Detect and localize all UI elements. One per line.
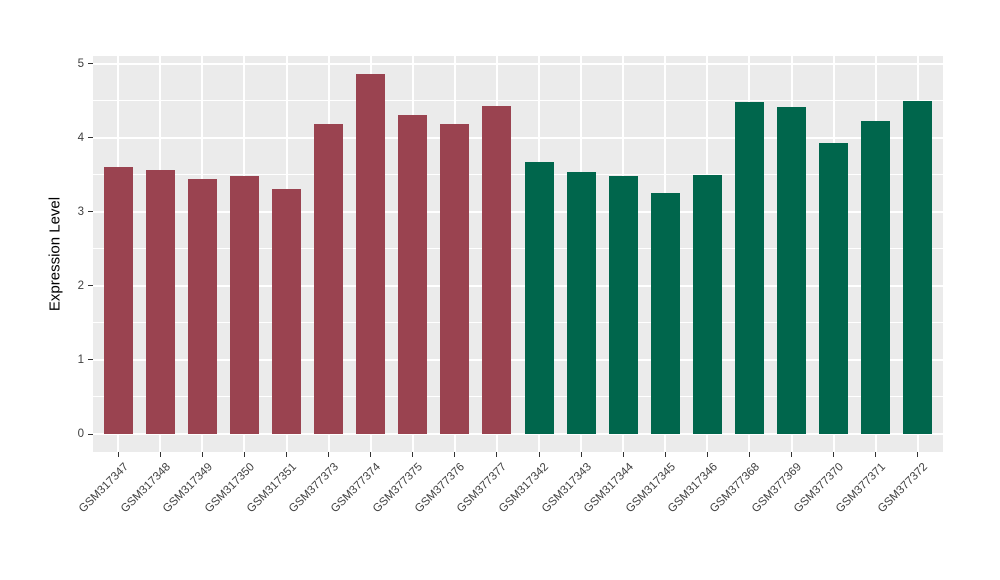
bar-GSM377374	[356, 74, 385, 434]
minor-gridline	[93, 248, 943, 250]
major-gridline	[93, 358, 943, 361]
plot-panel	[93, 56, 943, 452]
major-gridline	[93, 210, 943, 213]
x-tick-mark	[748, 452, 750, 457]
bar-GSM377368	[735, 102, 764, 434]
y-tick-label: 5	[77, 57, 84, 70]
bar-GSM317347	[104, 166, 133, 434]
x-tick-mark	[117, 452, 119, 457]
bar-GSM377375	[398, 115, 427, 434]
x-tick-mark	[201, 452, 203, 457]
bar-GSM317346	[693, 175, 722, 434]
x-tick-mark	[159, 452, 161, 457]
x-tick-mark	[496, 452, 498, 457]
y-tick-mark	[88, 285, 93, 287]
y-tick-label: 0	[77, 428, 84, 440]
x-tick-mark	[454, 452, 456, 457]
major-gridline	[93, 433, 943, 435]
y-tick-mark	[88, 359, 93, 361]
bar-GSM377373	[314, 124, 343, 434]
x-tick-mark	[580, 452, 582, 457]
y-tick-label: 4	[77, 131, 84, 144]
x-tick-mark	[286, 452, 288, 457]
major-gridline	[93, 136, 943, 139]
minor-gridline	[93, 396, 943, 398]
y-tick-label: 1	[77, 353, 84, 366]
bar-GSM317343	[567, 171, 596, 434]
bar-GSM317348	[146, 169, 175, 434]
major-gridline	[93, 62, 943, 65]
major-gridline	[93, 284, 943, 287]
y-tick-mark	[88, 63, 93, 65]
bar-GSM317351	[272, 188, 301, 434]
minor-gridline	[93, 322, 943, 324]
bar-GSM377376	[440, 124, 469, 434]
x-tick-mark	[833, 452, 835, 457]
bar-GSM317345	[651, 193, 680, 434]
y-tick-mark	[88, 137, 93, 139]
y-tick-mark	[88, 433, 93, 435]
x-tick-mark	[412, 452, 414, 457]
x-tick-mark	[706, 452, 708, 457]
x-tick-mark	[875, 452, 877, 457]
bar-GSM317342	[525, 162, 554, 434]
y-tick-label: 3	[77, 205, 84, 218]
minor-gridline	[93, 174, 943, 176]
x-tick-mark	[243, 452, 245, 457]
x-tick-mark	[664, 452, 666, 457]
y-tick-mark	[88, 211, 93, 213]
x-tick-mark	[370, 452, 372, 457]
bar-GSM317349	[188, 179, 217, 434]
bar-GSM377369	[777, 106, 806, 434]
bar-GSM377371	[861, 120, 890, 434]
x-tick-mark	[917, 452, 919, 457]
bar-GSM317344	[609, 176, 638, 434]
x-tick-mark	[622, 452, 624, 457]
x-tick-mark	[538, 452, 540, 457]
minor-gridline	[93, 100, 943, 102]
y-tick-label: 2	[77, 279, 84, 292]
bar-GSM377377	[482, 105, 511, 434]
x-tick-mark	[328, 452, 330, 457]
bar-GSM377372	[903, 100, 932, 434]
bar-GSM317350	[230, 176, 259, 434]
x-tick-mark	[791, 452, 792, 457]
bar-GSM377370	[819, 142, 848, 434]
